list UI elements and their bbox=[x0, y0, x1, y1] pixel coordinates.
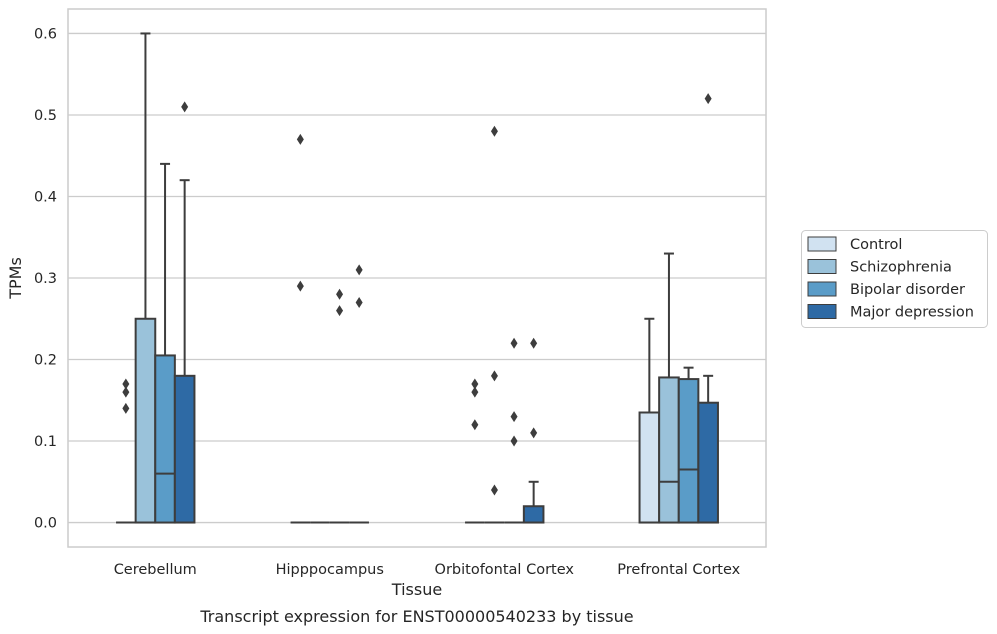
plot-area bbox=[67, 8, 767, 548]
y-tick-label: 0.0 bbox=[34, 516, 57, 532]
chart-caption: Transcript expression for ENST0000054023… bbox=[199, 607, 633, 626]
outlier-point bbox=[122, 386, 130, 398]
outlier-point bbox=[530, 337, 538, 349]
x-tick-label: Orbitofontal Cortex bbox=[435, 562, 575, 578]
outlier-point bbox=[181, 101, 189, 113]
box-hipppocampus-bipolar-disorder bbox=[329, 288, 350, 524]
y-tick-label: 0.2 bbox=[34, 353, 57, 369]
y-tick-label: 0.4 bbox=[34, 189, 57, 205]
x-axis-ticks: Cerebellum Hipppocampus Orbitofontal Corte… bbox=[114, 562, 741, 578]
box-body bbox=[638, 411, 661, 524]
box-hipppocampus-control bbox=[290, 133, 311, 524]
x-axis-label: Tissue bbox=[391, 580, 442, 599]
box-body bbox=[173, 374, 196, 524]
box-body bbox=[134, 317, 157, 524]
box-cerebellum-bipolar-disorder bbox=[154, 162, 176, 524]
box-prefrontal-cortex-schizophrenia bbox=[658, 252, 680, 524]
outlier-point bbox=[490, 370, 498, 382]
box-prefrontal-cortex-major-depression bbox=[697, 93, 719, 524]
legend-label: Bipolar disorder bbox=[850, 282, 965, 298]
box-hipppocampus-major-depression bbox=[349, 264, 369, 524]
outlier-point bbox=[510, 411, 518, 423]
legend-label: Schizophrenia bbox=[850, 260, 952, 276]
outlier-point bbox=[355, 264, 363, 276]
legend: Control Schizophrenia Bipolar disorder Majo… bbox=[801, 230, 988, 328]
y-tick-label: 0.5 bbox=[34, 108, 57, 124]
legend-item: Schizophrenia bbox=[807, 259, 952, 276]
outlier-point bbox=[530, 427, 538, 439]
outlier-point bbox=[336, 288, 344, 300]
box-cerebellum-control bbox=[116, 378, 136, 524]
box-cerebellum-schizophrenia bbox=[134, 32, 157, 524]
outlier-point bbox=[471, 386, 479, 398]
legend-swatch bbox=[807, 281, 837, 297]
outlier-point bbox=[490, 484, 498, 496]
box-prefrontal-cortex-bipolar-disorder bbox=[677, 366, 700, 524]
outlier-point bbox=[510, 337, 518, 349]
legend-label: Control bbox=[850, 237, 902, 253]
outlier-point bbox=[704, 93, 712, 105]
y-tick-label: 0.1 bbox=[34, 434, 57, 450]
outlier-point bbox=[355, 296, 363, 308]
legend-frame bbox=[801, 230, 988, 328]
legend-item: Control bbox=[807, 236, 902, 253]
box-body bbox=[658, 376, 680, 524]
legend-label: Major depression bbox=[850, 305, 974, 321]
box-orbitofontal-cortex-bipolar-disorder bbox=[504, 337, 524, 524]
box-cerebellum-major-depression bbox=[173, 101, 196, 524]
outlier-point bbox=[336, 305, 344, 317]
legend-swatch bbox=[807, 304, 837, 319]
box-plots bbox=[116, 32, 719, 524]
outlier-point bbox=[490, 125, 498, 137]
y-axis-ticks: 0.0 0.1 0.2 0.3 0.4 0.5 0.6 bbox=[34, 26, 57, 531]
box-orbitofontal-cortex-schizophrenia bbox=[484, 125, 505, 524]
box-body bbox=[522, 505, 545, 524]
x-tick-label: Prefrontal Cortex bbox=[617, 562, 740, 578]
box-orbitofontal-cortex-major-depression bbox=[522, 337, 545, 524]
outlier-point bbox=[471, 419, 479, 431]
y-tick-label: 0.3 bbox=[34, 271, 57, 287]
outlier-point bbox=[510, 435, 518, 447]
y-axis-label: TPMs bbox=[6, 257, 25, 300]
box-prefrontal-cortex-control bbox=[638, 317, 661, 524]
legend-item: Major depression bbox=[807, 304, 974, 321]
box-body bbox=[677, 378, 700, 524]
outlier-point bbox=[471, 378, 479, 390]
legend-swatch bbox=[807, 236, 837, 252]
box-orbitofontal-cortex-control bbox=[465, 378, 485, 524]
outlier-point bbox=[122, 402, 130, 414]
y-tick-label: 0.6 bbox=[34, 26, 57, 42]
legend-item: Bipolar disorder bbox=[807, 281, 965, 298]
outlier-point bbox=[296, 280, 304, 292]
outlier-point bbox=[122, 378, 130, 390]
x-tick-label: Cerebellum bbox=[114, 562, 197, 578]
box-body bbox=[697, 401, 719, 524]
outlier-point bbox=[296, 133, 304, 145]
box-body bbox=[154, 354, 176, 524]
x-tick-label: Hipppocampus bbox=[276, 562, 384, 578]
legend-swatch bbox=[807, 259, 837, 274]
